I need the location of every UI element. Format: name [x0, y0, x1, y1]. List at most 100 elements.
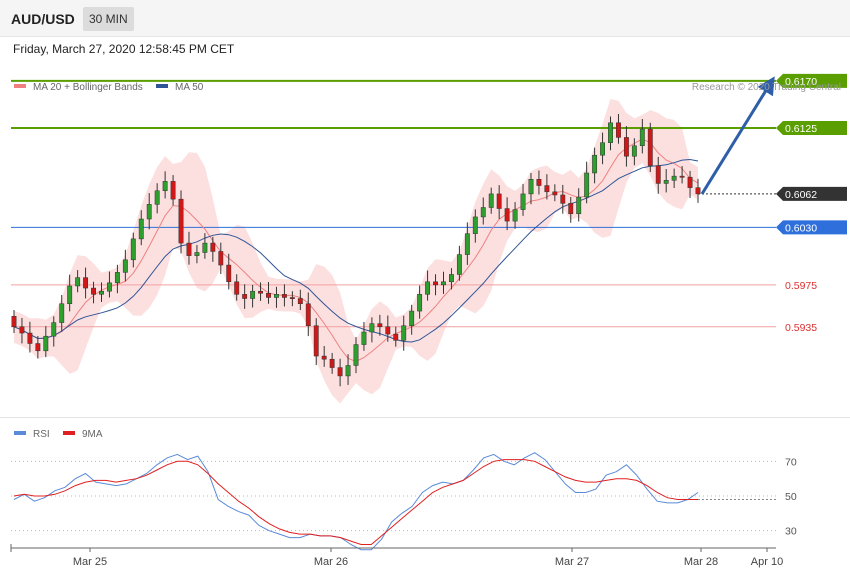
- candle: [11, 310, 17, 334]
- candle: [560, 184, 566, 214]
- rsi-series-rsi: [13, 452, 699, 551]
- candle-body: [504, 208, 510, 222]
- candle: [321, 346, 327, 367]
- level-tag-0.6030: [776, 220, 847, 235]
- rsi-tick-70: 70: [785, 456, 797, 468]
- level-label-0.5975: 0.5975: [785, 280, 817, 292]
- candle: [608, 116, 613, 151]
- candle-body: [91, 287, 96, 295]
- candle: [576, 188, 582, 222]
- candle-body: [114, 272, 120, 284]
- level-tag-0.6062: [776, 186, 847, 201]
- symbol-title: AUD/USD: [11, 11, 75, 27]
- candle-body: [234, 281, 240, 295]
- bollinger-band: [14, 98, 698, 404]
- candle: [122, 249, 128, 282]
- candle-body: [154, 190, 160, 205]
- candle-body: [218, 251, 224, 266]
- rsi-series-9ma: [13, 459, 698, 545]
- candle-body: [274, 294, 279, 298]
- candle: [433, 274, 438, 296]
- candle-body: [655, 165, 661, 184]
- candle-body: [337, 367, 343, 377]
- timeframe-button[interactable]: 30 MIN: [83, 7, 134, 31]
- candle-body: [170, 181, 176, 200]
- rsi-tick-30: 30: [785, 526, 797, 538]
- legend-swatch-9ma: [63, 431, 75, 435]
- candle-body: [345, 365, 351, 377]
- candle: [337, 358, 343, 387]
- projection-arrow: [700, 76, 775, 195]
- candle: [528, 172, 534, 205]
- candle-body: [623, 137, 629, 157]
- candle-body: [631, 145, 637, 157]
- candle-body: [281, 294, 287, 298]
- legend-label-ma20: MA 20 + Bollinger Bands: [33, 82, 143, 93]
- candle: [51, 316, 57, 347]
- candle-body: [321, 355, 327, 360]
- candle: [266, 281, 271, 304]
- candle: [480, 197, 486, 225]
- candle: [631, 138, 637, 166]
- candle: [409, 304, 415, 335]
- legend-label-rsi: RSI: [33, 429, 50, 440]
- candle: [401, 315, 407, 351]
- candle-body: [488, 193, 494, 208]
- candle-body: [202, 242, 208, 253]
- candle-body: [385, 326, 391, 335]
- candle: [456, 245, 462, 281]
- candle: [194, 244, 200, 264]
- candle-body: [449, 274, 454, 283]
- candle: [655, 156, 661, 194]
- candle-body: [433, 281, 438, 286]
- candle: [449, 268, 454, 290]
- candle-body: [35, 343, 41, 352]
- main-panel: 0.6170 0.6125 0.6062 0.6030 0.5975 0.5935 MA 2…: [11, 73, 847, 404]
- candle: [59, 294, 65, 332]
- candle: [289, 291, 295, 307]
- candle-body: [536, 179, 542, 186]
- candle-body: [600, 142, 605, 156]
- candle: [83, 267, 89, 299]
- candle-body: [647, 128, 653, 166]
- candle-body: [353, 344, 359, 366]
- candle-body: [162, 181, 168, 192]
- candle: [488, 187, 494, 214]
- candle: [687, 170, 693, 198]
- legend-label-9ma: 9MA: [82, 429, 103, 440]
- candle-body: [441, 281, 446, 286]
- candle-body: [178, 198, 184, 244]
- candle: [496, 185, 502, 219]
- candle-body: [194, 252, 200, 256]
- candle: [75, 270, 81, 293]
- candle-body: [146, 204, 152, 220]
- candle-body: [552, 191, 558, 196]
- candle: [361, 321, 367, 351]
- candle: [600, 132, 605, 165]
- candle-body: [393, 333, 399, 341]
- legend-swatch-ma20: [14, 84, 26, 88]
- candle-body: [289, 297, 295, 299]
- candle: [671, 168, 677, 188]
- candle: [170, 175, 176, 206]
- level-tag-0.6125: [776, 121, 847, 135]
- level-label-0.5935: 0.5935: [785, 322, 817, 334]
- candle: [138, 210, 144, 246]
- x-tick-label: Apr 10: [751, 556, 783, 568]
- candle-body: [11, 316, 17, 328]
- candle-body: [496, 193, 502, 209]
- candle-body: [130, 238, 136, 261]
- candle-body: [122, 259, 128, 273]
- candle: [520, 183, 526, 216]
- credit-text: Research © 2020 Trading Central: [692, 82, 841, 93]
- candle-body: [27, 332, 33, 344]
- candle: [464, 222, 470, 265]
- candle: [623, 126, 629, 167]
- candle: [472, 209, 478, 243]
- candle: [647, 122, 653, 172]
- candle-body: [67, 285, 73, 305]
- candle: [43, 326, 49, 358]
- candle-body: [528, 179, 534, 195]
- candle: [536, 170, 542, 195]
